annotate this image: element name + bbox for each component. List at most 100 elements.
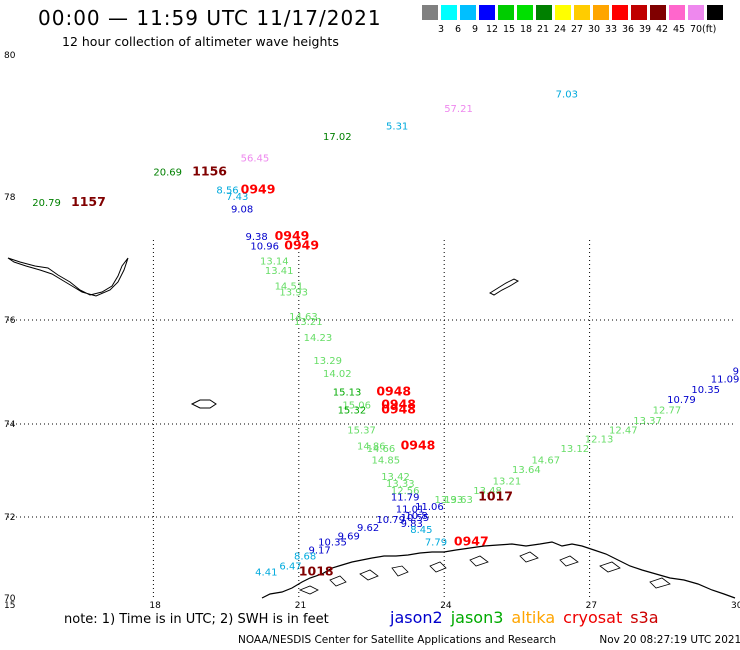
scale-swatch <box>574 5 590 20</box>
wave-height-value: 6.47 <box>279 562 301 573</box>
pass-time-label: 0948 <box>381 396 416 411</box>
wave-height-value: 9 <box>733 367 739 378</box>
wave-height-value: 57.21 <box>444 104 473 115</box>
scale-label: 30 <box>587 24 601 35</box>
scale-swatch <box>422 5 438 20</box>
pass-time-label: 1017 <box>478 489 513 504</box>
satellite-name: jason3 <box>450 608 504 627</box>
scale-swatch <box>460 5 476 20</box>
lat-label: 76 <box>4 316 16 326</box>
scale-swatch <box>631 5 647 20</box>
wave-height-value: 8.68 <box>294 552 316 563</box>
lon-label: 18 <box>149 601 161 611</box>
wave-height-value: 13.21 <box>294 317 323 328</box>
wave-height-value: 20.69 <box>153 168 182 179</box>
pass-time-label: 0948 <box>401 438 436 453</box>
lon-label: 21 <box>295 601 306 611</box>
wave-height-value: 10.35 <box>691 385 720 396</box>
scale-label: 9 <box>471 24 479 35</box>
lon-label: 27 <box>586 601 597 611</box>
scale-swatch <box>536 5 552 20</box>
land-outlines <box>7 257 736 599</box>
pass-time-label: 1157 <box>71 194 106 209</box>
satellite-name: jason2 <box>390 608 443 627</box>
wave-height-value: 15.06 <box>342 400 371 411</box>
wave-height-value: 9.69 <box>338 531 360 542</box>
satellite-name: altika <box>511 608 556 627</box>
satellite-name: s3a <box>630 608 659 627</box>
pass-time-label: 0948 <box>381 402 416 417</box>
footnote: note: 1) Time is in UTC; 2) SWH is in fe… <box>64 612 329 627</box>
lat-label: 74 <box>4 420 16 430</box>
lat-label: 80 <box>4 51 16 61</box>
wave-height-value: 13.12 <box>561 444 590 455</box>
wave-height-value: 5.31 <box>386 122 408 133</box>
wave-height-value: 13.41 <box>265 266 294 277</box>
wave-height-value: 7.79 <box>425 537 447 548</box>
wave-height-value: 15.13 <box>333 387 362 398</box>
wave-height-value: 14.86 <box>357 442 386 453</box>
scale-swatch <box>593 5 609 20</box>
wave-height-value: 10.79 <box>376 515 405 526</box>
pass-time-label: 0949 <box>241 181 276 196</box>
kong-karls-land <box>488 278 520 296</box>
pass-time-label: 1018 <box>299 564 334 579</box>
pass-time-label: 0949 <box>284 237 319 252</box>
scale-label: 27 <box>570 24 584 35</box>
chart-subtitle: 12 hour collection of altimeter wave hei… <box>62 34 339 49</box>
chart-title: 00:00 — 11:59 UTC 11/17/2021 <box>38 6 382 30</box>
wave-height-value: 13.93 <box>279 287 308 298</box>
wave-height-value: 10.96 <box>250 241 279 252</box>
satellite-name: cryosat <box>563 608 623 627</box>
scale-label: 12 <box>485 24 499 35</box>
pass-time-label: 0949 <box>275 228 310 243</box>
wave-height-value: 14.85 <box>372 456 401 467</box>
wave-height-value: 8.45 <box>410 525 432 536</box>
scale-label: 42 <box>655 24 669 35</box>
scale-swatch <box>612 5 628 20</box>
pass-time-label: 0947 <box>454 533 489 548</box>
pass-time-label: 1156 <box>192 164 227 179</box>
wave-height-value: 13.14 <box>260 257 289 268</box>
wave-height-value: 10.35 <box>318 537 347 548</box>
footer-credit: NOAA/NESDIS Center for Satellite Applica… <box>238 634 556 646</box>
observations-layer: 7.03 57.21 5.31 17.02 56.45 20.69 8.567.43 20.7… <box>32 90 739 579</box>
scale-label: 6 <box>454 24 462 35</box>
wave-height-value: 13.29 <box>313 356 342 367</box>
wave-height-value: 17.02 <box>323 132 352 143</box>
scale-label: 15 <box>502 24 516 35</box>
wave-height-value: 56.45 <box>241 154 270 165</box>
wave-height-value: 13.63 <box>444 495 473 506</box>
wave-height-value: 14.23 <box>304 333 333 344</box>
footer: NOAA/NESDIS Center for Satellite Applica… <box>238 634 740 646</box>
scale-swatch <box>688 5 704 20</box>
scale-label: 24 <box>553 24 567 35</box>
scale-swatch <box>707 5 723 20</box>
lat-label: 72 <box>4 513 15 523</box>
scale-label: 45 <box>672 24 686 35</box>
wave-height-value: 4.41 <box>255 568 277 579</box>
scale-label: 70 <box>689 24 703 35</box>
wave-height-value: 14.67 <box>531 456 560 467</box>
scale-label: 18 <box>519 24 533 35</box>
norway-islands <box>298 551 671 595</box>
wave-height-value: 11.79 <box>391 493 420 504</box>
wave-height-value: 13.42 <box>381 472 410 483</box>
lat-label: 70 <box>4 594 16 604</box>
axis-labels: 15 18 21 24 27 30 80 78 76 74 72 70 <box>4 51 740 611</box>
wave-height-value: 12.13 <box>585 435 614 446</box>
wave-height-value: 7.43 <box>226 192 248 203</box>
wave-height-value: 10.79 <box>667 395 696 406</box>
scale-label: 36 <box>621 24 635 35</box>
norway-coast <box>261 541 736 599</box>
wave-height-value: 9.17 <box>308 545 330 556</box>
pass-times-layer: 1156115709490949094909480948094809481017… <box>71 164 513 579</box>
wave-height-value: 14.51 <box>275 281 304 292</box>
svalbard-coast <box>7 257 129 297</box>
wave-height-value: 13.64 <box>512 465 541 476</box>
wave-height-value: 12.47 <box>609 425 638 436</box>
wave-height-value: 10.8 <box>405 511 427 522</box>
scale-swatch <box>498 5 514 20</box>
wave-height-value: 13.93 <box>435 495 464 506</box>
